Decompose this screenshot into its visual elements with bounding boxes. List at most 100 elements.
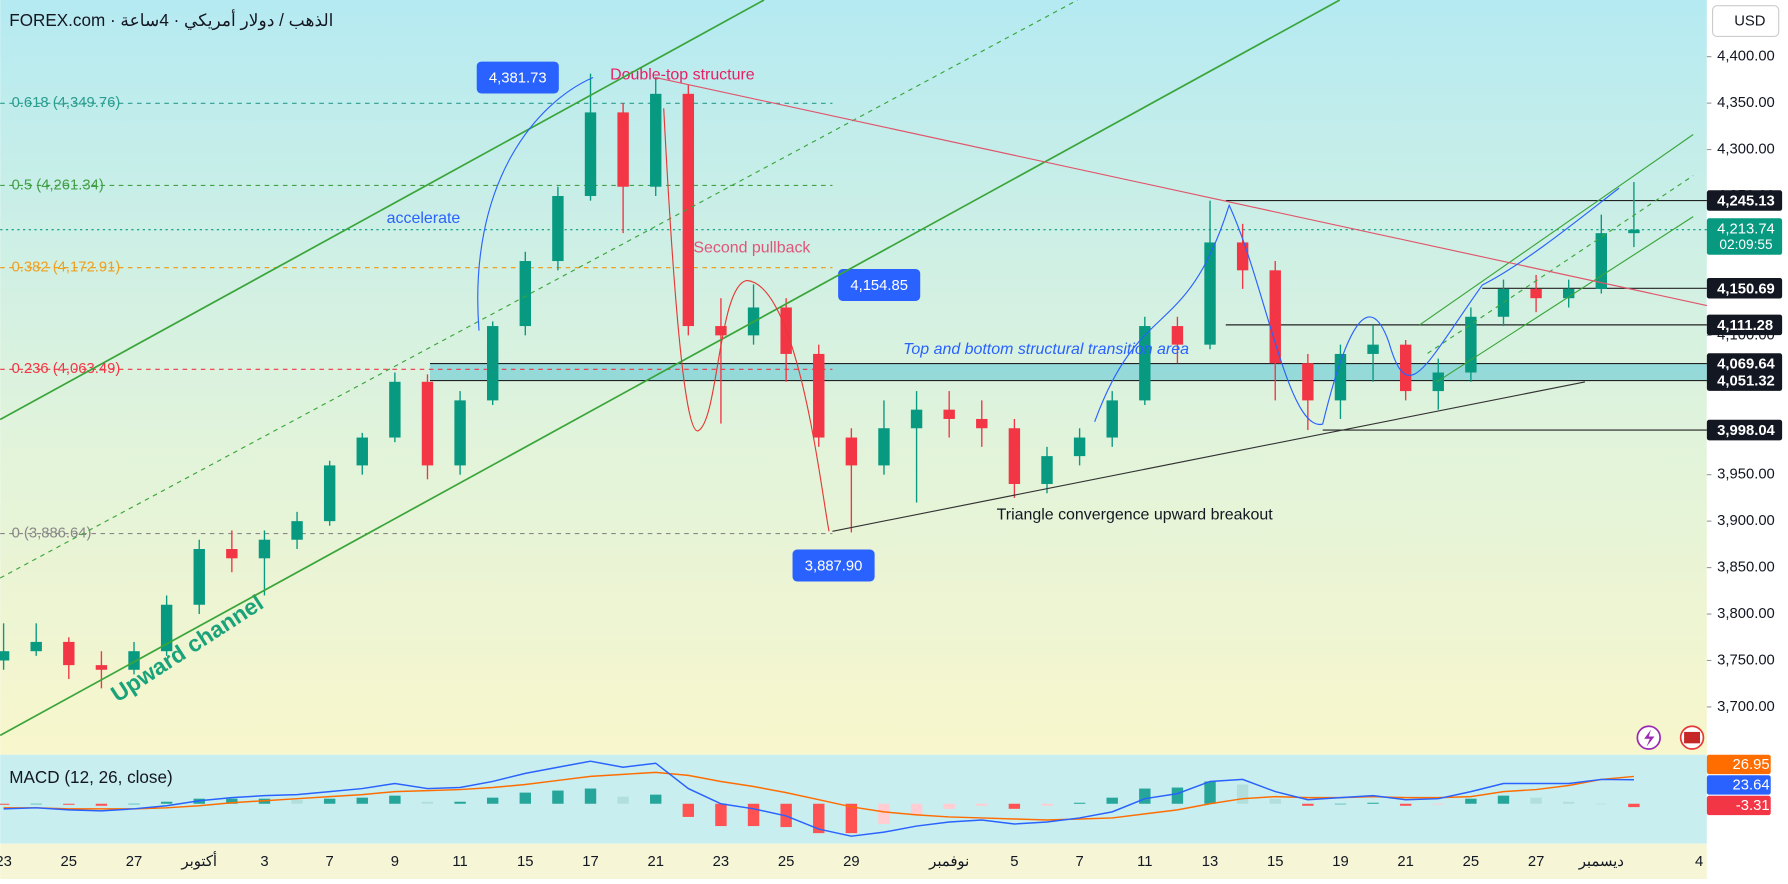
fib-label: 0.382 (4,172.91) [12,260,121,276]
macd-histogram-bar [160,801,173,804]
x-tick-label: 17 [582,854,598,870]
trend-line [655,76,1707,307]
x-tick-label: 7 [326,854,334,870]
lightning-glyph [1644,729,1655,747]
x-tick-label: ديسمبر [1578,854,1624,870]
candle-body [845,437,858,466]
x-tick-label: 9 [391,854,399,870]
macd-histogram-bar [226,798,238,804]
macd-histogram-bar [486,797,499,804]
candle-body [682,93,695,327]
macd-histogram-bar [1530,797,1542,804]
macd-histogram-bar [1073,802,1086,804]
x-tick-label: 3 [260,854,268,870]
macd-histogram-bar [1497,795,1510,804]
currency-label: USD [1734,14,1765,30]
chart-title: FOREX.com · الذهب / دولار أمريكي · 4ساعة [9,9,333,31]
x-tick-label: 29 [843,854,859,870]
macd-histogram-bar [976,803,988,806]
macd-histogram-bar [1236,784,1249,804]
macd-histogram-bar [845,803,858,834]
x-tick-label: 15 [1267,854,1283,870]
y-tick-label: 3,850.00 [1717,560,1775,576]
macd-histogram-bar [910,803,923,815]
macd-histogram-bar [1302,803,1314,806]
callout-box [476,61,559,94]
macd-tag-label: -3.31 [1736,798,1770,814]
callout-label: 4,154.85 [850,278,908,294]
x-tick-label: 21 [1397,854,1413,870]
candle-body [193,549,205,605]
x-tick-label: 7 [1075,854,1083,870]
candle-body [1334,353,1347,401]
x-tick-label: 11 [1137,854,1152,870]
channel-line [0,0,1341,737]
level-tag [1706,419,1783,441]
x-tick-label: 11 [452,854,467,870]
channel-line [0,0,765,421]
x-tick-label: 5 [1010,854,1018,870]
annotation: Second pullback [693,240,810,257]
macd-line [3,760,1634,837]
y-tick-label: 3,900.00 [1717,513,1775,529]
macd-histogram-bar [128,803,140,805]
macd-histogram-bar [682,803,695,817]
last-price-tag [1706,218,1783,255]
x-tick-label: أكتوبر [180,851,217,870]
candle-body [943,409,955,419]
candle-body [128,651,140,670]
x-tick-label: 25 [61,854,77,870]
x-tick-label: 27 [1528,854,1544,870]
y-tick-label: 4,400.00 [1717,49,1775,65]
macd-histogram-bar [813,803,825,834]
flag-glyph [1684,731,1701,744]
macd-tag-label: 23.64 [1733,777,1770,793]
macd-histogram-bar [1465,798,1477,804]
candle-body [258,539,271,559]
macd-histogram-bar [552,790,564,804]
currency-button[interactable] [1712,5,1780,38]
macd-histogram-bar [1106,797,1118,804]
candle-body [1562,288,1575,299]
macd-label: MACD (12, 26, close) [9,768,172,787]
macd-tag [1706,754,1771,775]
small-channel-line [1436,216,1694,383]
candle-body [356,437,368,466]
macd-tag [1706,775,1771,795]
macd-histogram-bar [878,803,890,825]
annotation: Top and bottom structural transition are… [903,341,1189,358]
macd-histogram-bar [1595,803,1608,805]
macd-histogram-bar [1171,787,1184,804]
macd-histogram-bar [650,794,662,804]
level-tag-label: 4,111.28 [1717,318,1773,334]
macd-histogram-bar [1367,802,1379,804]
x-tick-label: 23 [0,854,12,870]
last-price-label: 4,213.74 [1717,222,1775,238]
candle-body [1367,344,1379,354]
level-tag [1706,353,1783,374]
macd-histogram-bar [95,803,108,806]
event-icons [1636,725,1705,750]
candle-body [454,400,466,466]
candle-body [1008,428,1021,484]
level-tag-label: 4,069.64 [1717,357,1775,373]
candle-body [421,381,434,466]
countdown: 02:09:55 [1719,237,1773,252]
pullback-arc [663,108,830,532]
x-tick-label: 25 [1463,854,1479,870]
macd-histogram-bar [1041,803,1053,806]
candle-body [519,261,531,327]
y-tick-label: 3,800.00 [1717,606,1775,622]
candle-body [1106,400,1118,438]
macd-histogram-bar [356,797,368,804]
candle-body [976,418,988,429]
candle-body [910,409,923,429]
annotation: accelerate [387,210,461,227]
y-tick-label: 3,700.00 [1717,699,1775,715]
level-tag-label: 4,051.32 [1717,374,1775,390]
x-tick-label: نوفمبر [928,854,969,870]
macd-histogram-bar [454,801,466,804]
x-tick-label: 27 [126,854,142,870]
macd-histogram-bar [1139,788,1151,804]
